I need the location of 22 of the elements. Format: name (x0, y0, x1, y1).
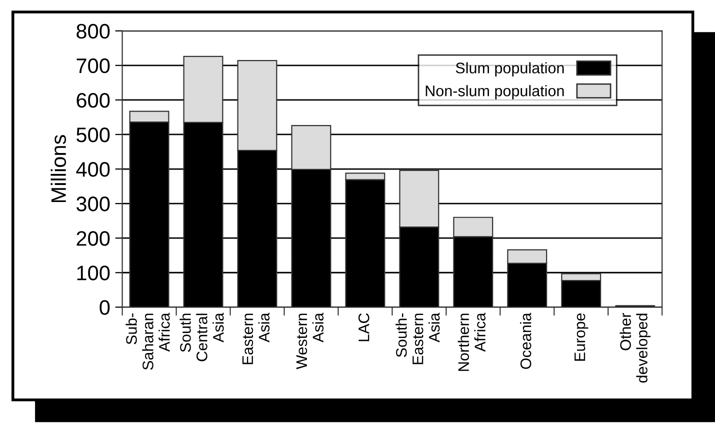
x-tick-label: Eastern Asia (242, 312, 270, 364)
x-tick-label: Europe (574, 313, 588, 361)
y-tick-label: 800 (76, 24, 110, 39)
y-tick-label: 0 (100, 300, 110, 315)
x-tick-label: Sub- Saharan Africa (126, 312, 170, 370)
y-tick-label: 100 (77, 266, 110, 280)
y-axis-title: Millions (50, 135, 66, 202)
x-tick-label: Oceania (520, 312, 532, 369)
y-tick-label: 600 (76, 92, 110, 108)
y-tick-label: 400 (76, 162, 110, 177)
x-tick-label: South Central Asia (180, 312, 224, 362)
y-tick-label: 200 (76, 231, 110, 246)
y-tick-label: 500 (76, 127, 110, 142)
legend-label: Slum population (456, 62, 564, 76)
x-tick-label: LAC (358, 313, 370, 342)
y-tick-label: 300 (76, 196, 110, 212)
x-tick-label: Other developed (620, 312, 650, 383)
x-tick-label: Western Asia (296, 312, 324, 370)
x-tick-label: South- Eastern Asia (396, 312, 440, 364)
x-tick-label: Northern Africa (458, 312, 486, 371)
y-tick-label: 700 (76, 58, 110, 74)
legend-label: Non-slum population (426, 85, 564, 100)
